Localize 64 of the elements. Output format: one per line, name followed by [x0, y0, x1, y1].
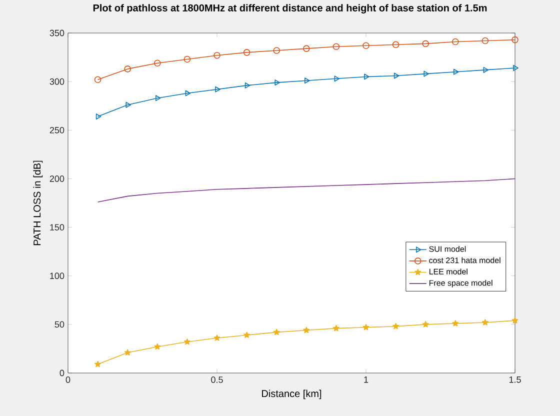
- legend-label: cost 231 hata model: [429, 257, 500, 264]
- x-tick-label: 0: [66, 376, 70, 383]
- point: [154, 60, 161, 67]
- point: [244, 332, 250, 338]
- legend-label: SUI model: [429, 246, 466, 252]
- y-tick-label: 0: [60, 370, 64, 376]
- point: [483, 66, 489, 73]
- point: [243, 49, 250, 56]
- point: [124, 66, 131, 72]
- point: [513, 64, 518, 71]
- point: [334, 76, 340, 82]
- y-tick-label: 200: [50, 176, 64, 182]
- point: [454, 68, 459, 75]
- point: [482, 319, 488, 326]
- point: [154, 343, 161, 350]
- point: [94, 76, 102, 84]
- point: [512, 317, 518, 324]
- point: [304, 78, 310, 84]
- chart-title: Plot of pathloss at 1800MHz at different distance and height of base station of 1.5m: [93, 4, 487, 14]
- point: [215, 86, 220, 92]
- point: [452, 320, 459, 326]
- point: [362, 42, 370, 50]
- point: [126, 102, 131, 108]
- point: [156, 95, 161, 102]
- point: [332, 324, 340, 332]
- legend-label: Free space model: [429, 280, 492, 288]
- point: [214, 52, 220, 59]
- point: [124, 349, 131, 356]
- point: [94, 360, 102, 368]
- point: [512, 36, 518, 44]
- point: [96, 114, 102, 120]
- x-tick-label: 1: [364, 376, 368, 383]
- y-tick-label: 300: [50, 78, 64, 85]
- point: [274, 80, 280, 86]
- y-axis-title: PATH LOSS in [dB]: [33, 160, 43, 246]
- point: [303, 326, 310, 334]
- point: [332, 43, 340, 50]
- point: [424, 70, 430, 77]
- point: [482, 37, 489, 44]
- y-tick-label: 150: [50, 224, 64, 230]
- y-tick-label: 100: [50, 272, 64, 280]
- point: [422, 40, 430, 48]
- point: [303, 45, 310, 52]
- y-tick-label: 250: [50, 126, 64, 134]
- point: [185, 90, 191, 96]
- point: [392, 41, 400, 48]
- x-tick-label: 0.5: [211, 376, 223, 383]
- point: [362, 324, 370, 330]
- point: [214, 334, 220, 341]
- point: [392, 322, 400, 330]
- legend-label: LEE model: [429, 268, 468, 274]
- y-tick-label: 350: [50, 30, 64, 36]
- point: [422, 321, 429, 328]
- point: [364, 74, 370, 80]
- point: [452, 38, 459, 46]
- point: [184, 56, 191, 63]
- point: [273, 47, 280, 54]
- x-tick-label: 1.5: [509, 376, 521, 383]
- point: [394, 72, 400, 79]
- point: [244, 82, 250, 88]
- x-axis-title: Distance [km]: [262, 390, 322, 400]
- y-tick-label: 50: [54, 321, 64, 328]
- point: [273, 328, 280, 336]
- point: [184, 338, 190, 345]
